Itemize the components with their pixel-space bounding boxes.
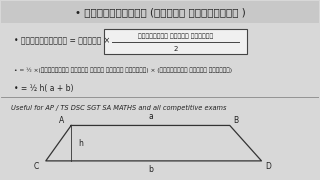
Text: h: h (78, 139, 83, 148)
Text: A: A (59, 116, 64, 125)
FancyBboxPatch shape (105, 29, 247, 54)
Text: • విస్తీర్ణం = ఎత్తు ×: • విస్తీర్ణం = ఎత్తు × (14, 36, 110, 45)
Text: C: C (34, 162, 39, 171)
Bar (1, 1, 319, 23)
Text: • = ½ h( a + b): • = ½ h( a + b) (14, 84, 74, 93)
Text: D: D (265, 162, 271, 171)
Text: 2: 2 (174, 46, 178, 52)
Text: • = ½ ×(సమానాంతర భుజాల మధ్య అంతరం మొత్తం) × (సమానాంతర భుజాల మొత్తం): • = ½ ×(సమానాంతర భుజాల మధ్య అంతరం మొత్తం… (14, 68, 232, 73)
Text: Useful for AP / TS DSC SGT SA MATHS and all competitive exams: Useful for AP / TS DSC SGT SA MATHS and … (11, 105, 227, 111)
Text: • ట్రిపీజియం (సమలంట త్రిభుజం ): • ట్రిపీజియం (సమలంట త్రిభుజం ) (75, 7, 245, 17)
Text: B: B (234, 116, 239, 125)
Text: సమానాంతర భుజాల మొత్తం: సమానాంతర భుజాల మొత్తం (138, 33, 213, 39)
Text: b: b (148, 165, 153, 174)
Text: a: a (148, 112, 153, 121)
